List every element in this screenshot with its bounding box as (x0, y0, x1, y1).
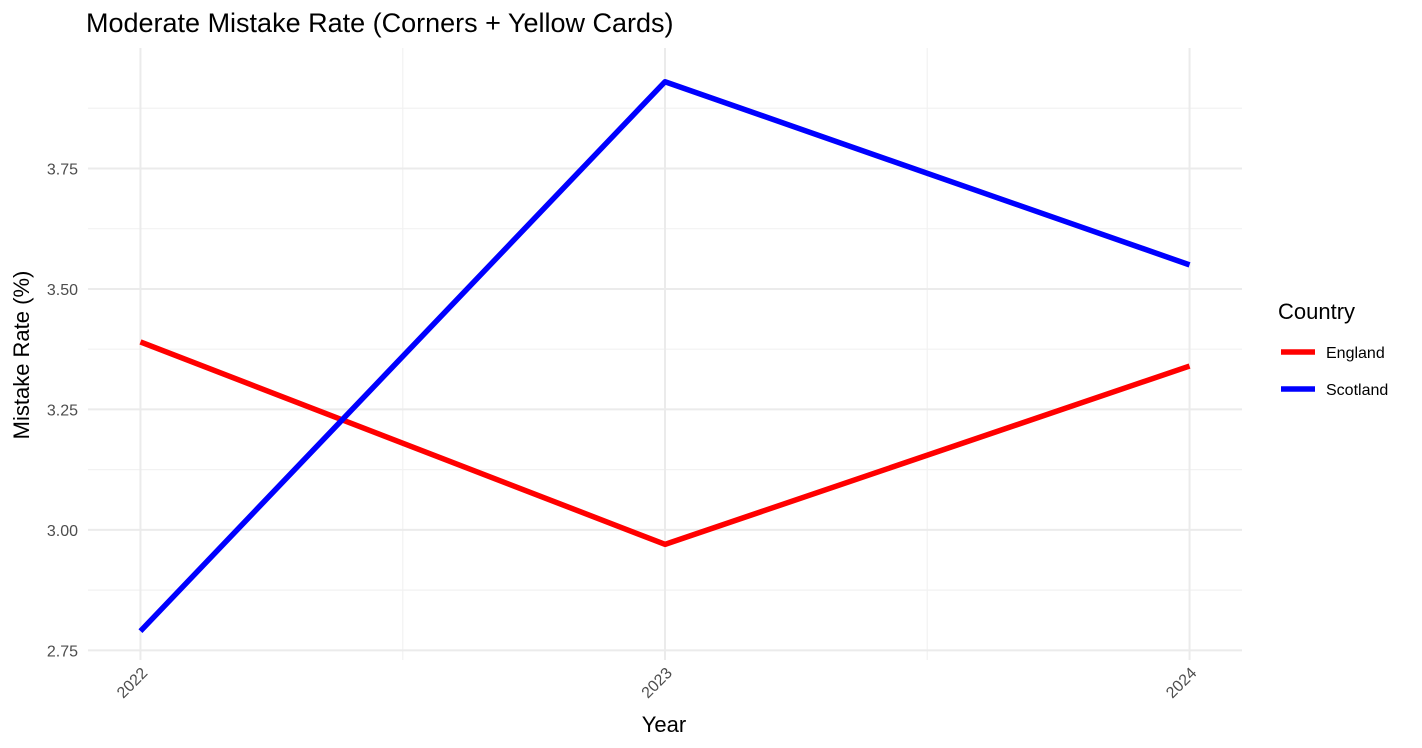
y-tick-label: 3.00 (47, 523, 78, 540)
series-line-scotland (138, 78, 1191, 633)
legend-items: England Scotland (1281, 345, 1388, 399)
series-lines (138, 78, 1191, 633)
x-axis-tick-labels: 2022 2023 2024 (114, 665, 1200, 702)
legend: Country England Scotland (1278, 299, 1388, 399)
x-tick-label: 2024 (1163, 665, 1200, 702)
y-tick-label: 2.75 (47, 643, 78, 660)
y-axis-title: Mistake Rate (%) (9, 271, 34, 440)
chart-title: Moderate Mistake Rate (Corners + Yellow … (86, 8, 674, 38)
series-line-england (139, 339, 1191, 548)
x-tick-label: 2022 (114, 665, 151, 702)
x-tick-label: 2023 (639, 665, 676, 702)
major-gridlines (88, 48, 1242, 660)
y-tick-label: 3.75 (47, 161, 78, 178)
legend-label-scotland: Scotland (1326, 382, 1388, 399)
y-tick-label: 3.50 (47, 282, 78, 299)
legend-title: Country (1278, 299, 1355, 324)
x-axis-title: Year (642, 712, 686, 737)
y-tick-label: 3.25 (47, 402, 78, 419)
y-axis-tick-labels: 2.75 3.00 3.25 3.50 3.75 (47, 161, 78, 660)
legend-label-england: England (1326, 345, 1385, 362)
plot-panel (88, 48, 1242, 660)
